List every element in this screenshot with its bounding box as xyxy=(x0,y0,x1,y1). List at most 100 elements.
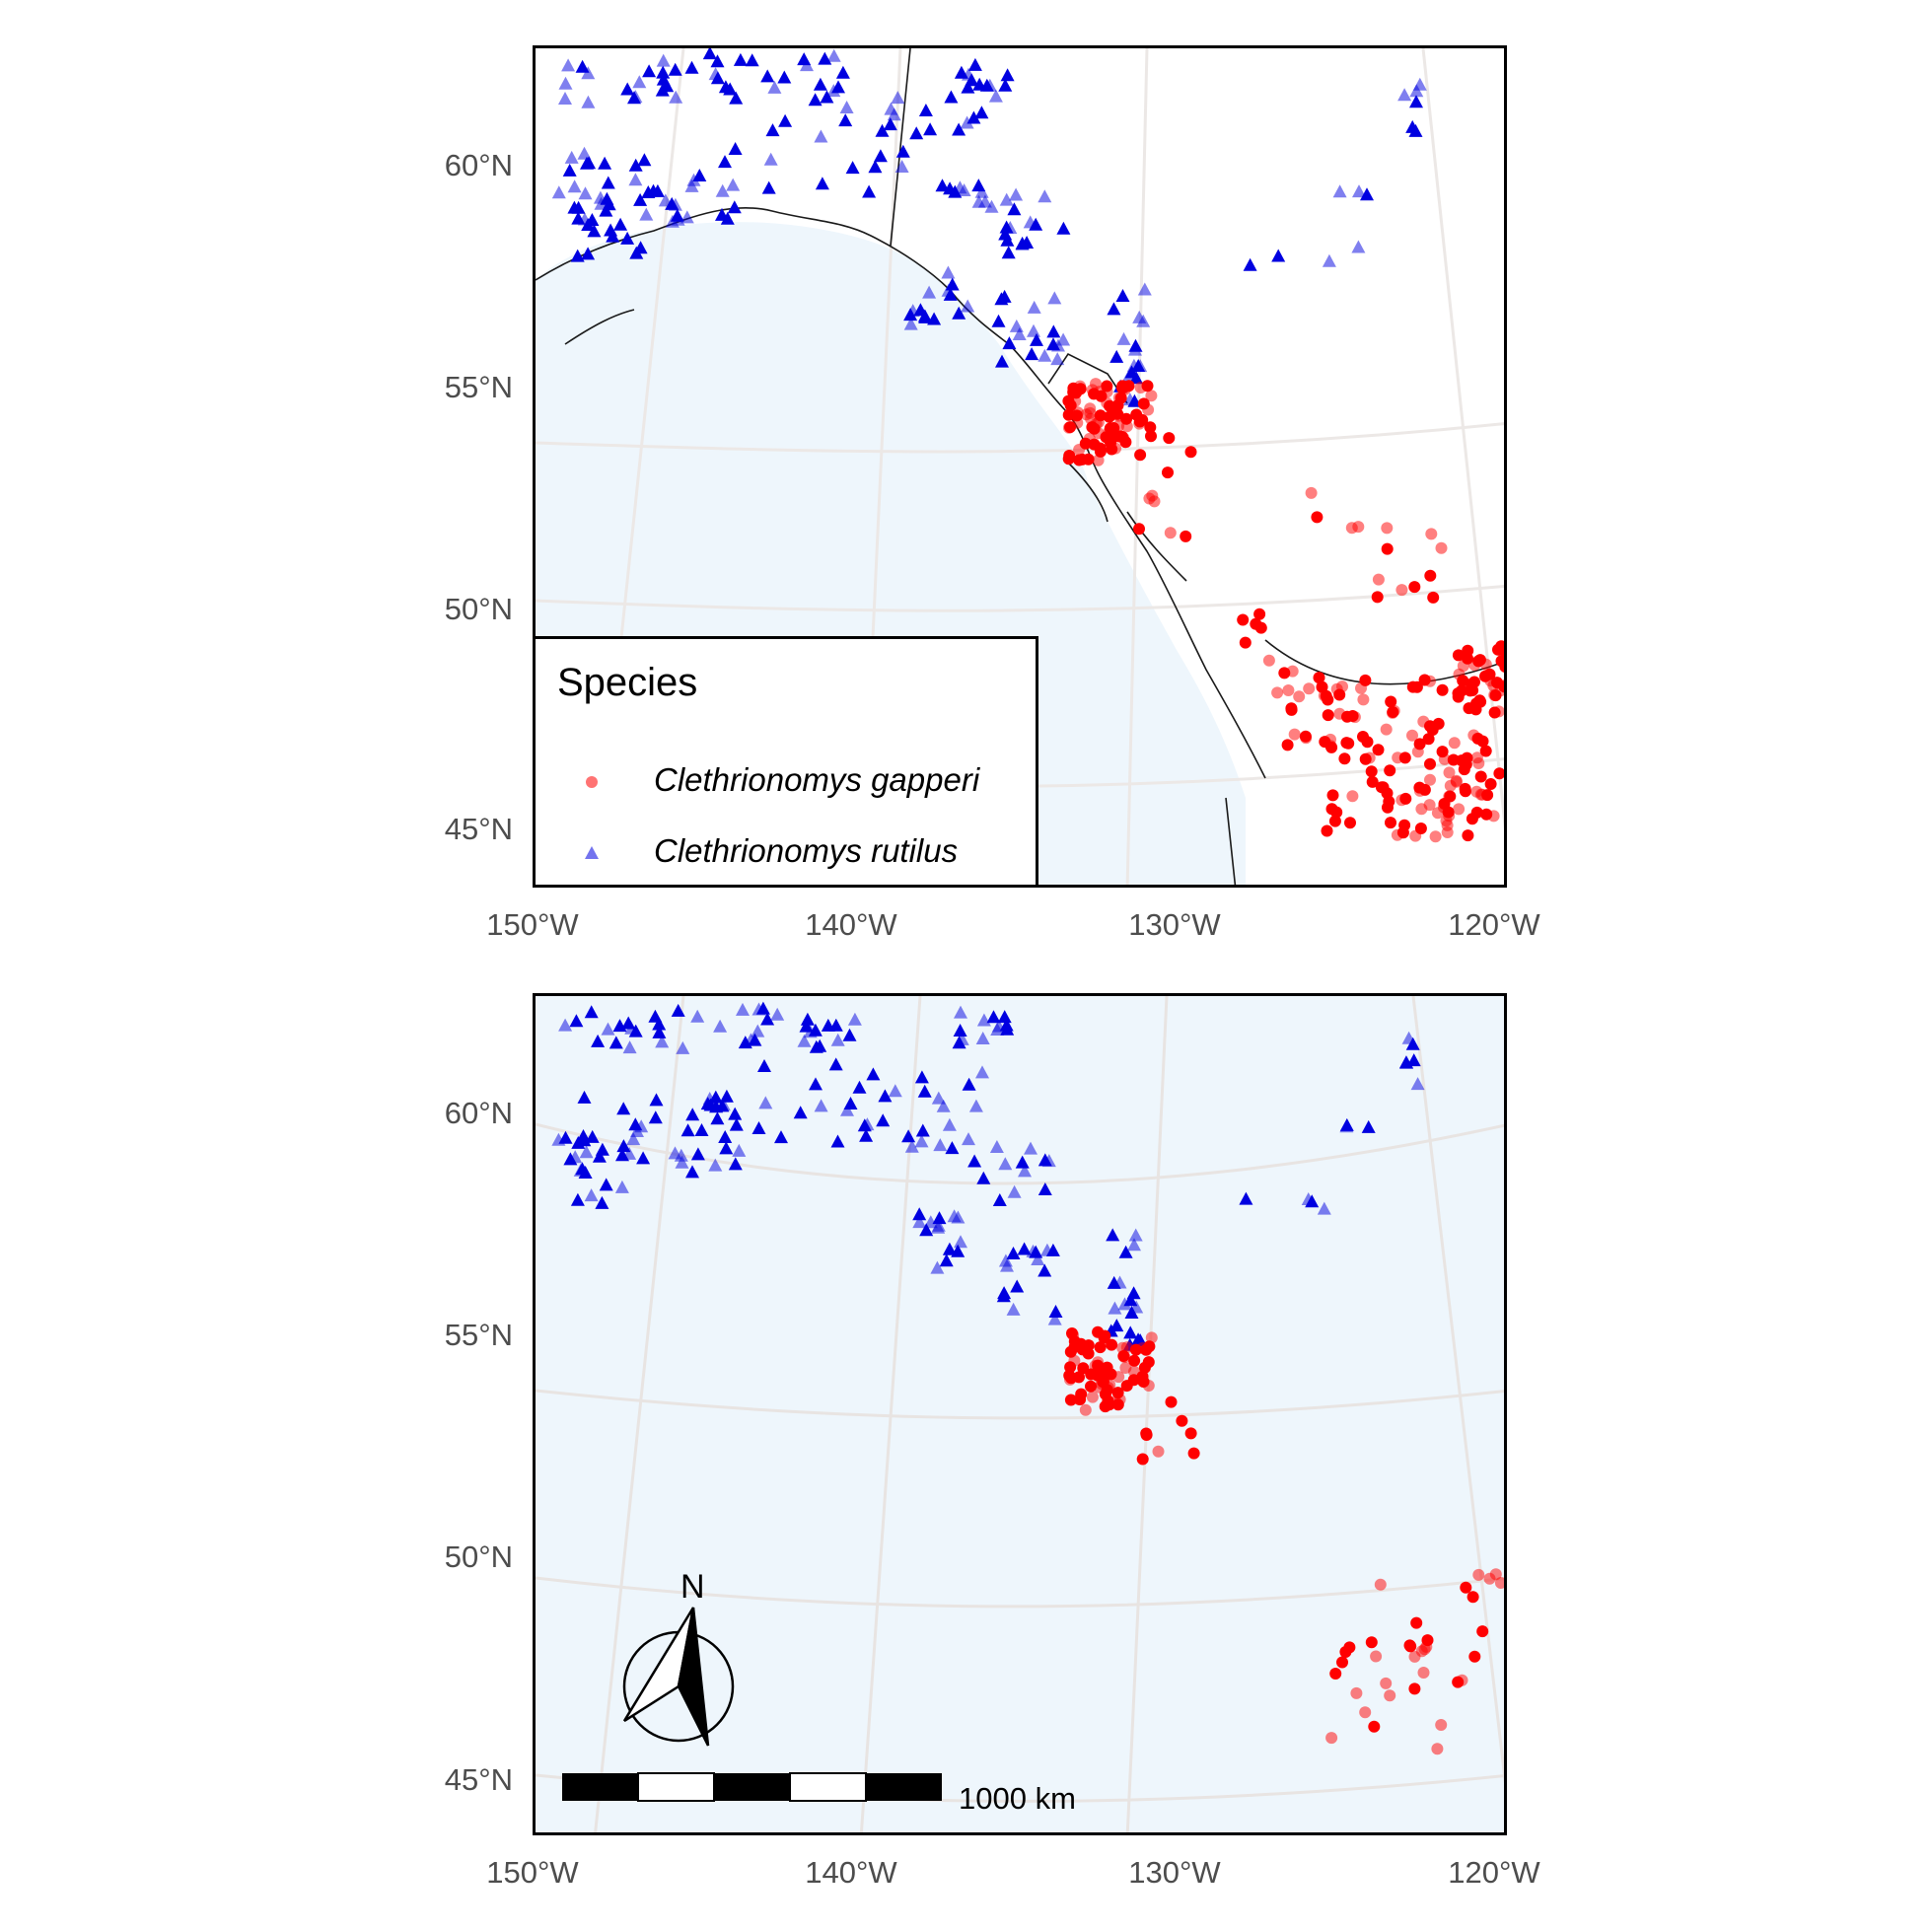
rutilus-point xyxy=(1047,1312,1062,1325)
y-tick-label-top: 55°N xyxy=(444,370,513,404)
rutilus-point xyxy=(570,1192,585,1206)
scale-bar-label: 1000 km xyxy=(959,1781,1076,1816)
gapperi-point xyxy=(1476,735,1489,748)
y-tick-label-bottom: 55°N xyxy=(444,1318,513,1352)
gapperi-point xyxy=(1460,1581,1472,1594)
gapperi-point xyxy=(1479,745,1492,757)
rutilus-point xyxy=(715,1099,730,1112)
rutilus-point xyxy=(965,73,979,87)
rutilus-point xyxy=(675,1155,689,1169)
rutilus-point xyxy=(1038,189,1052,203)
gapperi-point xyxy=(1468,1650,1481,1663)
legend-key-triangle xyxy=(585,846,599,859)
rutilus-point xyxy=(1056,221,1071,235)
rutilus-point xyxy=(1123,1325,1138,1339)
rutilus-point xyxy=(1006,1302,1021,1316)
gapperi-point xyxy=(1325,1732,1338,1745)
rutilus-point xyxy=(613,217,628,231)
rutilus-point xyxy=(620,231,635,245)
gapperi-point xyxy=(1092,416,1105,429)
gapperi-point xyxy=(1350,1686,1363,1699)
rutilus-point xyxy=(577,146,592,160)
gapperi-point xyxy=(1374,1578,1387,1591)
gapperi-point xyxy=(1282,684,1295,696)
rutilus-point xyxy=(1050,352,1065,366)
rutilus-point xyxy=(569,1014,584,1028)
gapperi-point xyxy=(1483,668,1496,680)
rutilus-point xyxy=(943,287,958,301)
y-tick-label-top: 60°N xyxy=(444,148,513,182)
gapperi-point xyxy=(1443,766,1456,779)
rutilus-point xyxy=(710,71,725,85)
gapperi-point xyxy=(1112,1371,1125,1384)
rutilus-point xyxy=(767,80,782,94)
rutilus-point xyxy=(838,113,853,127)
rutilus-point xyxy=(632,75,647,89)
rutilus-point xyxy=(914,1070,929,1084)
gapperi-point xyxy=(1371,591,1384,604)
rutilus-point xyxy=(562,163,577,177)
rutilus-point xyxy=(1038,1153,1052,1167)
rutilus-point xyxy=(581,247,596,260)
gapperi-point xyxy=(1164,527,1177,539)
rutilus-point xyxy=(1136,314,1151,327)
rutilus-point xyxy=(923,122,938,136)
gapperi-point xyxy=(1068,1335,1081,1348)
gapperi-point xyxy=(1462,644,1474,657)
rutilus-point xyxy=(778,113,793,127)
rutilus-point xyxy=(676,1040,690,1054)
rutilus-point xyxy=(962,1077,976,1091)
rutilus-point xyxy=(944,90,959,104)
rutilus-point xyxy=(718,155,732,169)
rutilus-point xyxy=(558,76,573,90)
rutilus-point xyxy=(1351,240,1366,253)
gapperi-point xyxy=(1094,1341,1107,1354)
gapperi-point xyxy=(1122,380,1135,393)
x-tick-label-top: 120°W xyxy=(1448,907,1540,942)
rutilus-point xyxy=(972,77,987,91)
rutilus-point xyxy=(1018,1164,1032,1178)
gapperi-point xyxy=(1452,687,1465,699)
gapperi-point xyxy=(1370,1650,1383,1663)
gapperi-point xyxy=(1073,454,1086,466)
gapperi-point xyxy=(1062,453,1075,465)
occurrence-points-bottom xyxy=(551,1001,1504,1755)
gapperi-point xyxy=(1363,751,1376,764)
rutilus-point xyxy=(774,1130,788,1144)
rutilus-point xyxy=(601,176,615,189)
gapperi-point xyxy=(1366,775,1379,788)
rutilus-point xyxy=(1026,1244,1040,1257)
rutilus-point xyxy=(702,48,717,60)
rutilus-point xyxy=(800,1012,815,1026)
rutilus-point xyxy=(1010,1279,1025,1293)
x-tick-label-top: 150°W xyxy=(486,907,579,942)
gapperi-point xyxy=(1459,785,1471,798)
gapperi-point xyxy=(1083,432,1096,445)
gapperi-point xyxy=(1111,1398,1124,1411)
rutilus-point xyxy=(971,194,986,208)
gapperi-point xyxy=(1438,752,1451,765)
rutilus-point xyxy=(573,1163,588,1177)
gapperi-point xyxy=(1359,1706,1372,1719)
gapperi-point xyxy=(1438,798,1451,810)
rutilus-point xyxy=(665,214,680,228)
gapperi-point xyxy=(1133,523,1145,536)
gapperi-point xyxy=(1091,1369,1104,1382)
rutilus-point xyxy=(835,65,850,79)
rutilus-point xyxy=(830,1033,845,1046)
rutilus-point xyxy=(923,1215,938,1229)
rutilus-point xyxy=(912,1207,927,1221)
legend-item-gapperi: Clethrionomys gapperi xyxy=(536,757,1029,807)
rutilus-point xyxy=(680,1123,695,1137)
rutilus-point xyxy=(637,153,652,167)
rutilus-point xyxy=(1017,1242,1032,1255)
gapperi-point xyxy=(1293,690,1306,703)
gapperi-point xyxy=(1382,801,1394,814)
gapperi-point xyxy=(1134,449,1147,462)
gapperi-point xyxy=(1140,1429,1153,1441)
gapperi-point xyxy=(1399,792,1412,805)
rutilus-point xyxy=(713,1019,728,1033)
gapperi-point xyxy=(1082,1339,1095,1352)
rutilus-point xyxy=(652,1017,667,1031)
rutilus-point xyxy=(763,152,778,166)
